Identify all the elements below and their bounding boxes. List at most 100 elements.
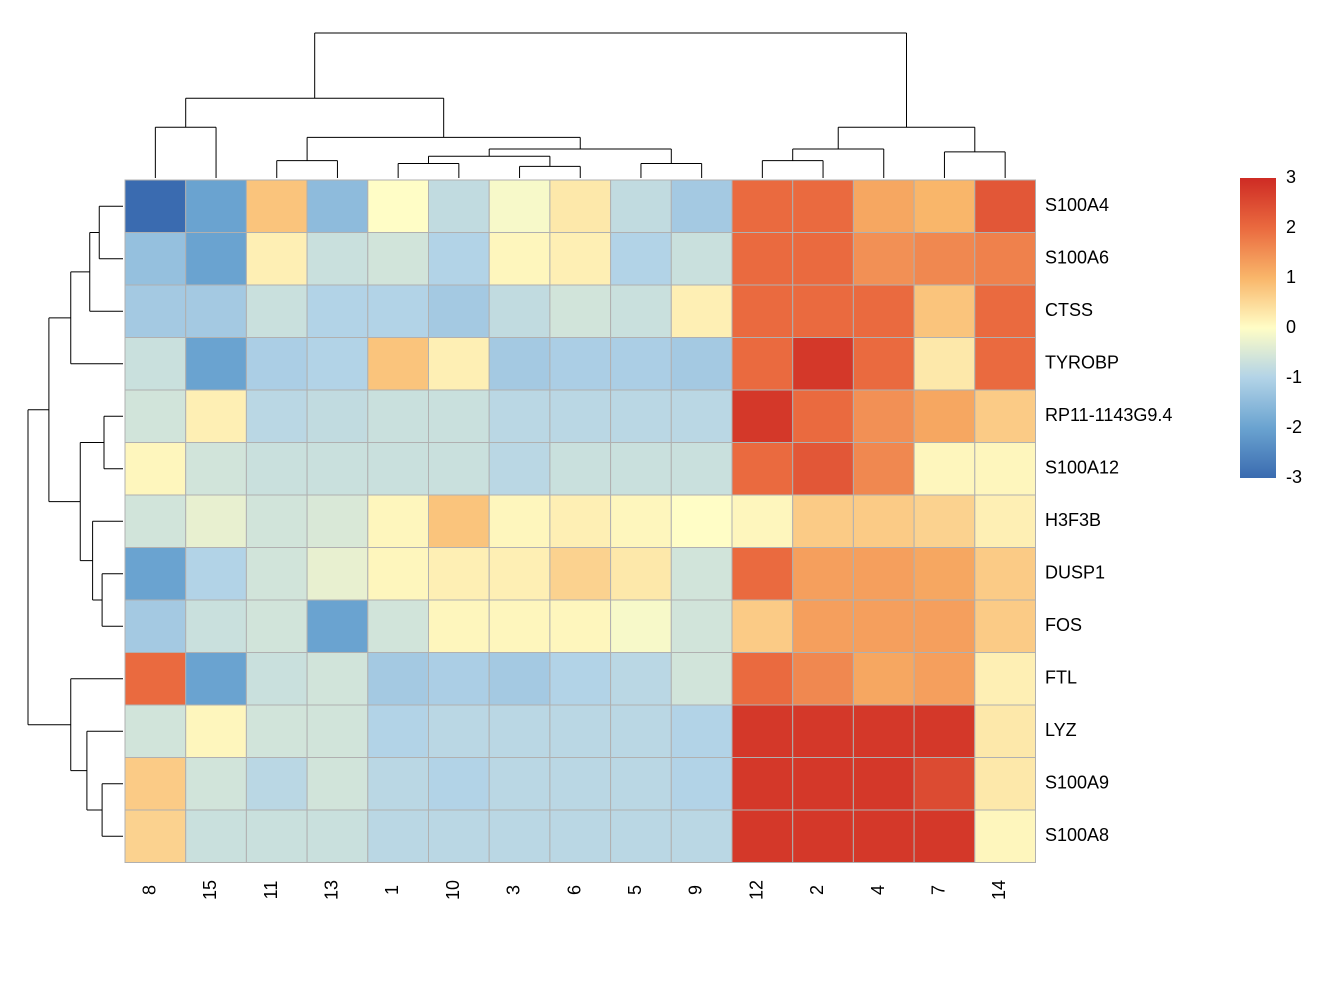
heatmap-cell (853, 180, 914, 233)
heatmap-cell (732, 600, 793, 653)
heatmap-cell (125, 705, 186, 758)
heatmap-cell (732, 180, 793, 233)
colorbar-tick-label: -1 (1286, 367, 1302, 387)
col-label: 5 (625, 885, 645, 895)
heatmap-cell (550, 758, 611, 811)
heatmap-cell (732, 390, 793, 443)
heatmap-cell (307, 285, 368, 338)
heatmap-cell (732, 495, 793, 548)
heatmap-cell (186, 810, 247, 863)
heatmap-cell (611, 495, 672, 548)
heatmap-cell (246, 548, 307, 601)
heatmap-cell (307, 443, 368, 496)
row-label: S100A8 (1045, 825, 1109, 845)
heatmap-svg: S100A4S100A6CTSSTYROBPRP11-1143G9.4S100A… (20, 20, 1344, 980)
heatmap-cell (125, 338, 186, 391)
heatmap-cell (793, 285, 854, 338)
heatmap-cell (914, 443, 975, 496)
row-label: S100A6 (1045, 248, 1109, 268)
heatmap-cell (611, 810, 672, 863)
heatmap-cell (914, 653, 975, 706)
heatmap-cell (732, 758, 793, 811)
heatmap-cell (611, 233, 672, 286)
heatmap-cell (671, 495, 732, 548)
heatmap-cell (671, 390, 732, 443)
colorbar-tick-label: 3 (1286, 167, 1296, 187)
row-label: LYZ (1045, 720, 1077, 740)
row-dendrogram (28, 206, 123, 836)
row-label: DUSP1 (1045, 563, 1105, 583)
heatmap-cell (611, 390, 672, 443)
heatmap-cell (975, 653, 1036, 706)
heatmap-cell (732, 285, 793, 338)
colorbar-tick-label: 0 (1286, 317, 1296, 337)
heatmap-cell (550, 705, 611, 758)
row-label: CTSS (1045, 300, 1093, 320)
heatmap-cell (853, 338, 914, 391)
col-label: 3 (504, 885, 524, 895)
col-label: 15 (200, 880, 220, 900)
heatmap-cell (975, 600, 1036, 653)
heatmap-cell (550, 285, 611, 338)
heatmap-cell (307, 180, 368, 233)
heatmap-cell (307, 338, 368, 391)
heatmap-cell (186, 495, 247, 548)
heatmap-cell (246, 495, 307, 548)
heatmap-cell (793, 653, 854, 706)
heatmap-cell (489, 390, 550, 443)
heatmap-cell (732, 653, 793, 706)
heatmap-cell (489, 443, 550, 496)
heatmap-cells (125, 180, 1036, 863)
heatmap-cell (671, 443, 732, 496)
heatmap-cell (368, 443, 429, 496)
heatmap-cell (611, 758, 672, 811)
heatmap-cell (975, 758, 1036, 811)
heatmap-cell (975, 285, 1036, 338)
heatmap-cell (853, 390, 914, 443)
heatmap-cell (429, 338, 490, 391)
col-label: 7 (928, 885, 948, 895)
heatmap-cell (793, 338, 854, 391)
heatmap-cell (793, 548, 854, 601)
heatmap-cell (246, 653, 307, 706)
heatmap-cell (793, 705, 854, 758)
heatmap-cell (186, 653, 247, 706)
heatmap-cell (246, 338, 307, 391)
col-label: 14 (989, 880, 1009, 900)
heatmap-cell (550, 390, 611, 443)
heatmap-cell (186, 705, 247, 758)
heatmap-cell (975, 443, 1036, 496)
heatmap-cell (429, 810, 490, 863)
col-label: 1 (382, 885, 402, 895)
heatmap-cell (550, 338, 611, 391)
col-label: 12 (746, 880, 766, 900)
heatmap-cell (368, 495, 429, 548)
heatmap-cell (368, 285, 429, 338)
heatmap-cell (975, 810, 1036, 863)
heatmap-cell (671, 548, 732, 601)
heatmap-cell (914, 548, 975, 601)
heatmap-cell (429, 705, 490, 758)
col-label: 13 (321, 880, 341, 900)
heatmap-cell (246, 390, 307, 443)
heatmap-cell (186, 548, 247, 601)
heatmap-cell (975, 180, 1036, 233)
heatmap-cell (853, 233, 914, 286)
heatmap-cell (793, 810, 854, 863)
heatmap-cell (429, 390, 490, 443)
heatmap-cell (489, 285, 550, 338)
row-label: H3F3B (1045, 510, 1101, 530)
heatmap-cell (368, 653, 429, 706)
heatmap-cell (853, 548, 914, 601)
row-label: S100A9 (1045, 773, 1109, 793)
heatmap-cell (914, 180, 975, 233)
heatmap-cell (611, 705, 672, 758)
heatmap-cell (853, 705, 914, 758)
heatmap-cell (732, 705, 793, 758)
heatmap-cell (307, 233, 368, 286)
heatmap-cell (914, 810, 975, 863)
heatmap-cell (125, 548, 186, 601)
heatmap-cell (671, 810, 732, 863)
col-label: 6 (564, 885, 584, 895)
heatmap-cell (975, 233, 1036, 286)
